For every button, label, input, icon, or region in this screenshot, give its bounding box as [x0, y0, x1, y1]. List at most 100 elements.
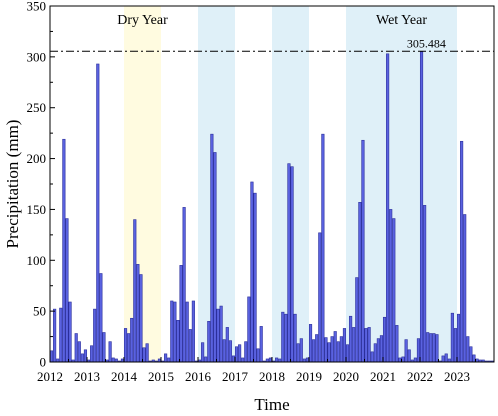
bar — [392, 218, 396, 363]
bar — [367, 327, 371, 363]
bar — [225, 327, 229, 363]
bar — [90, 345, 94, 363]
bar — [164, 353, 168, 363]
wet-year-annotation: Wet Year — [376, 13, 427, 28]
bar — [299, 338, 303, 363]
bar — [293, 313, 297, 363]
bar — [210, 133, 214, 363]
bar — [136, 264, 140, 363]
bar — [176, 319, 180, 363]
bar — [99, 273, 103, 363]
x-tick-label: 2013 — [74, 369, 100, 384]
y-tick-label: 150 — [27, 202, 47, 217]
bar — [355, 277, 359, 363]
bar — [213, 152, 217, 363]
bar — [416, 338, 421, 363]
bar — [247, 296, 251, 363]
y-axis-title: Precipitation (mm) — [3, 120, 22, 249]
bar — [336, 341, 340, 363]
bar — [268, 357, 273, 363]
bar — [108, 341, 112, 363]
bar — [207, 321, 211, 363]
bar — [456, 313, 461, 363]
bar — [253, 192, 257, 363]
bar — [407, 349, 411, 363]
bar — [49, 350, 54, 363]
bar — [401, 356, 405, 363]
bar — [321, 133, 325, 363]
bar — [167, 357, 171, 363]
bar — [308, 324, 313, 363]
x-tick-label: 2016 — [185, 369, 212, 384]
bar — [59, 307, 63, 363]
y-tick-label: 300 — [27, 49, 47, 64]
bar-series — [49, 51, 495, 363]
bar — [453, 328, 458, 363]
bar — [102, 332, 106, 363]
bar — [228, 340, 232, 363]
bar — [349, 315, 353, 363]
bar — [182, 207, 186, 363]
y-tick-label: 350 — [27, 0, 47, 14]
bar — [77, 341, 81, 363]
x-tick-label: 2023 — [444, 369, 470, 384]
bar — [216, 308, 220, 363]
bar — [315, 334, 319, 363]
reference-line-label: 305.484 — [407, 36, 446, 50]
bar — [398, 357, 402, 363]
bar — [123, 328, 128, 363]
x-axis-title: Time — [254, 395, 289, 414]
bar — [318, 232, 322, 363]
bar — [188, 329, 192, 363]
x-tick-label: 2014 — [111, 369, 138, 384]
bar — [444, 353, 448, 363]
bar — [429, 333, 433, 363]
bar — [179, 265, 183, 363]
bar — [330, 336, 334, 363]
bar — [62, 138, 66, 363]
bar — [404, 339, 408, 363]
bar — [333, 331, 337, 363]
y-tick-label: 250 — [27, 100, 47, 115]
bar — [386, 53, 390, 363]
bar — [419, 51, 424, 363]
bar — [324, 337, 328, 363]
y-tick-label: 100 — [27, 253, 47, 268]
x-tick-label: 2022 — [407, 369, 433, 384]
bar — [376, 338, 380, 363]
bar — [96, 63, 100, 363]
x-tick-label: 2019 — [296, 369, 322, 384]
bar — [170, 300, 174, 363]
x-tick-label: 2015 — [148, 369, 174, 384]
bar — [460, 140, 464, 363]
bar — [53, 308, 57, 363]
bar — [361, 139, 365, 363]
bar — [382, 316, 387, 363]
bar — [281, 311, 285, 363]
bar — [145, 343, 149, 363]
bar — [432, 333, 436, 363]
bar — [423, 205, 427, 363]
bar — [241, 357, 245, 363]
bar — [139, 274, 143, 363]
bar — [450, 312, 454, 363]
bar — [191, 300, 195, 363]
x-tick-label: 2021 — [370, 369, 396, 384]
bar — [290, 166, 294, 363]
bar — [413, 357, 417, 363]
x-tick-label: 2018 — [259, 369, 285, 384]
bar — [222, 339, 226, 363]
x-tick-label: 2020 — [333, 369, 359, 384]
bar — [142, 347, 146, 363]
bar — [244, 341, 248, 363]
bar — [395, 325, 399, 363]
bar — [80, 353, 84, 363]
bar — [127, 333, 131, 363]
bar — [130, 317, 134, 363]
x-tick-label: 2017 — [222, 369, 249, 384]
bar — [68, 301, 72, 363]
bar — [204, 356, 208, 363]
bar — [284, 313, 288, 363]
bar — [259, 326, 263, 363]
bar — [83, 349, 88, 363]
